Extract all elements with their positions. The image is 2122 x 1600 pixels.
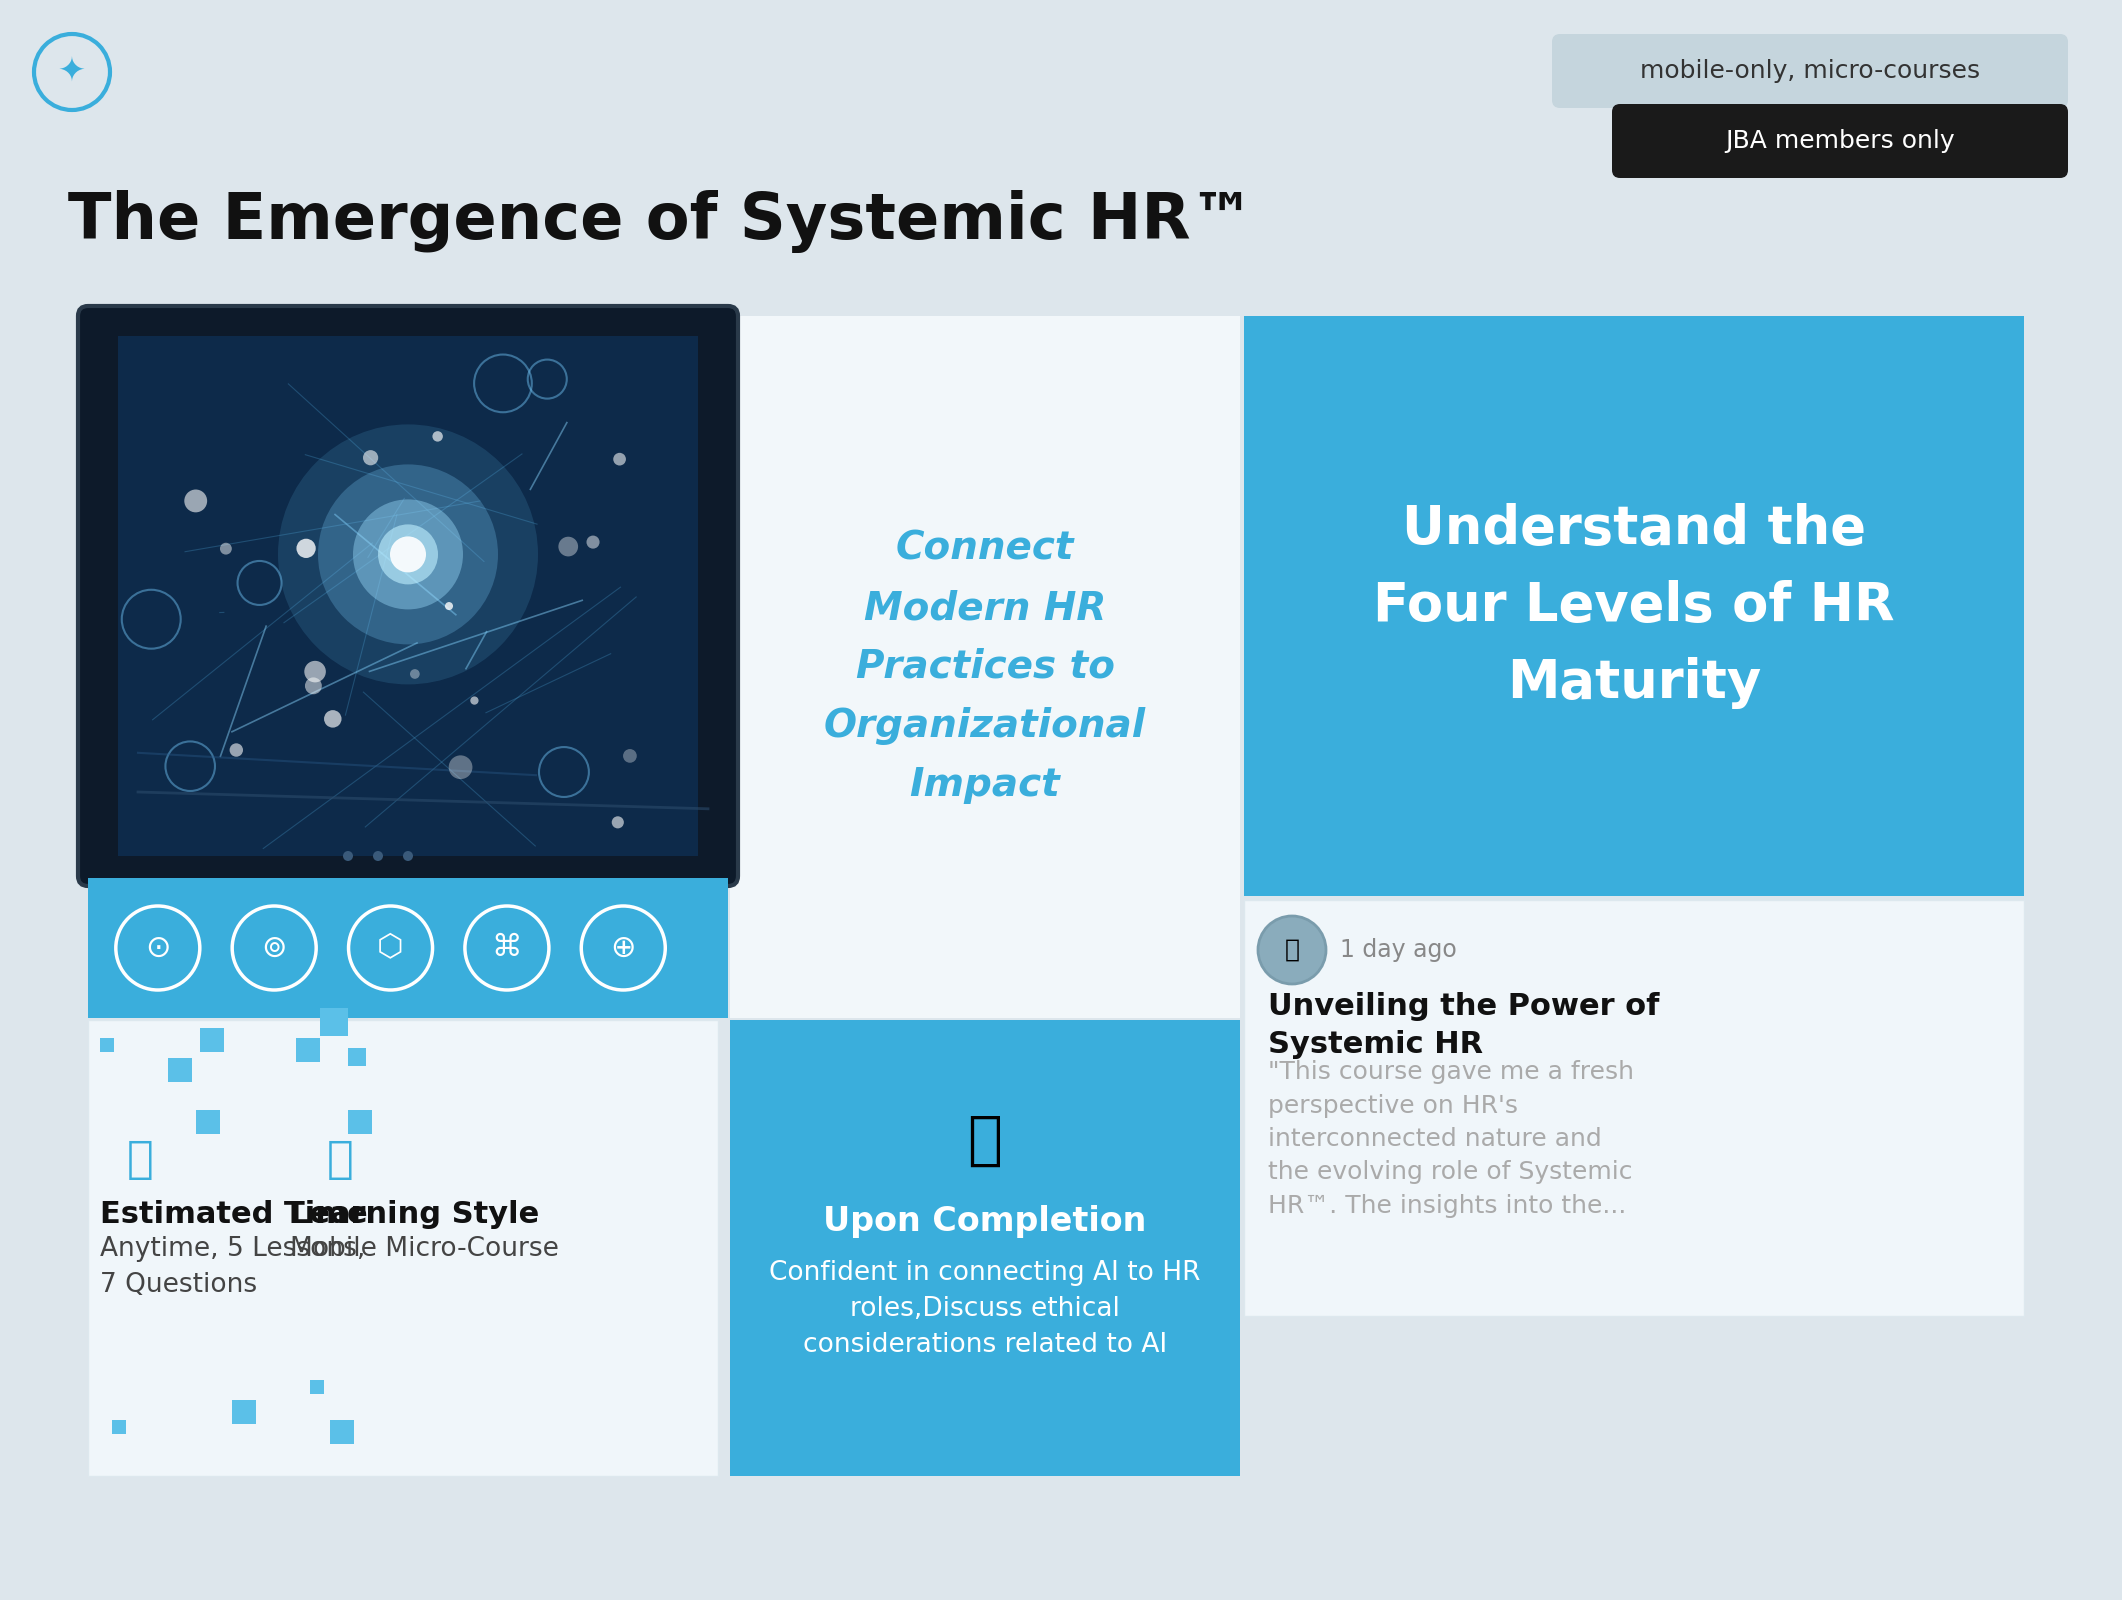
Bar [320, 1008, 348, 1037]
FancyBboxPatch shape [45, 272, 2080, 1518]
Bar [199, 1029, 225, 1053]
Text: mobile-only, micro-courses: mobile-only, micro-courses [1640, 59, 1980, 83]
Circle shape [611, 816, 624, 829]
Text: ⏱: ⏱ [127, 1139, 153, 1181]
Circle shape [352, 499, 463, 610]
Text: ⌘: ⌘ [492, 933, 522, 963]
Circle shape [363, 450, 378, 466]
Text: Upon Completion: Upon Completion [823, 1205, 1146, 1238]
Text: 🏅: 🏅 [968, 1112, 1002, 1168]
Text: Unveiling the Power of
Systemic HR: Unveiling the Power of Systemic HR [1269, 992, 1659, 1059]
Circle shape [1258, 915, 1326, 984]
Circle shape [390, 536, 427, 573]
Text: Understand the
Four Levels of HR
Maturity: Understand the Four Levels of HR Maturit… [1373, 504, 1895, 709]
Bar [730, 317, 1239, 1018]
Circle shape [410, 669, 420, 678]
Bar [87, 878, 728, 1018]
Bar [1243, 317, 2024, 896]
Circle shape [278, 424, 539, 685]
Text: Learning Style: Learning Style [291, 1200, 539, 1229]
FancyBboxPatch shape [1551, 34, 2069, 109]
Text: "This course gave me a fresh
perspective on HR's
interconnected nature and
the e: "This course gave me a fresh perspective… [1269, 1059, 1634, 1218]
Bar [331, 1421, 354, 1443]
Circle shape [303, 661, 327, 682]
Text: Estimated Time: Estimated Time [100, 1200, 367, 1229]
Circle shape [344, 851, 352, 861]
Text: ⊕: ⊕ [611, 933, 637, 963]
Circle shape [624, 749, 637, 763]
Circle shape [403, 851, 414, 861]
Bar [310, 1379, 325, 1394]
Text: JBA members only: JBA members only [1725, 130, 1954, 154]
Bar [195, 1110, 221, 1134]
Circle shape [373, 851, 382, 861]
Circle shape [297, 539, 316, 558]
Circle shape [471, 696, 480, 704]
Circle shape [448, 755, 473, 779]
Text: 📱: 📱 [327, 1139, 354, 1181]
Text: Confident in connecting AI to HR
roles,Discuss ethical
considerations related to: Confident in connecting AI to HR roles,D… [770, 1261, 1201, 1358]
Circle shape [221, 542, 231, 555]
Circle shape [613, 453, 626, 466]
FancyBboxPatch shape [1613, 104, 2069, 178]
Text: ⊙: ⊙ [144, 933, 170, 963]
Bar [119, 336, 698, 856]
Text: The Emergence of Systemic HR™: The Emergence of Systemic HR™ [68, 190, 1254, 253]
Circle shape [185, 490, 208, 512]
Text: Mobile Micro-Course: Mobile Micro-Course [291, 1235, 558, 1262]
Bar [168, 1058, 191, 1082]
Circle shape [446, 602, 452, 610]
Bar [87, 1021, 717, 1475]
Bar [231, 1400, 257, 1424]
Text: Anytime, 5 Lessons,
7 Questions: Anytime, 5 Lessons, 7 Questions [100, 1235, 365, 1298]
Bar [348, 1110, 371, 1134]
Bar [295, 1038, 320, 1062]
Bar [730, 1021, 1239, 1475]
Circle shape [318, 464, 499, 645]
Circle shape [325, 710, 342, 728]
Text: ⬡: ⬡ [378, 933, 403, 963]
Circle shape [433, 430, 443, 442]
Circle shape [378, 525, 437, 584]
Text: ⊚: ⊚ [261, 933, 286, 963]
Bar [100, 1038, 115, 1053]
Text: ✦: ✦ [57, 56, 87, 88]
Text: Connect
Modern HR
Practices to
Organizational
Impact: Connect Modern HR Practices to Organizat… [823, 530, 1146, 803]
Bar [348, 1048, 365, 1066]
Bar [1243, 899, 2024, 1315]
Bar [112, 1421, 125, 1434]
Circle shape [306, 677, 323, 694]
Circle shape [229, 744, 244, 757]
Text: 👤: 👤 [1284, 938, 1299, 962]
Circle shape [558, 536, 577, 557]
Text: 1 day ago: 1 day ago [1339, 938, 1456, 962]
FancyBboxPatch shape [79, 306, 738, 886]
Circle shape [586, 536, 601, 549]
